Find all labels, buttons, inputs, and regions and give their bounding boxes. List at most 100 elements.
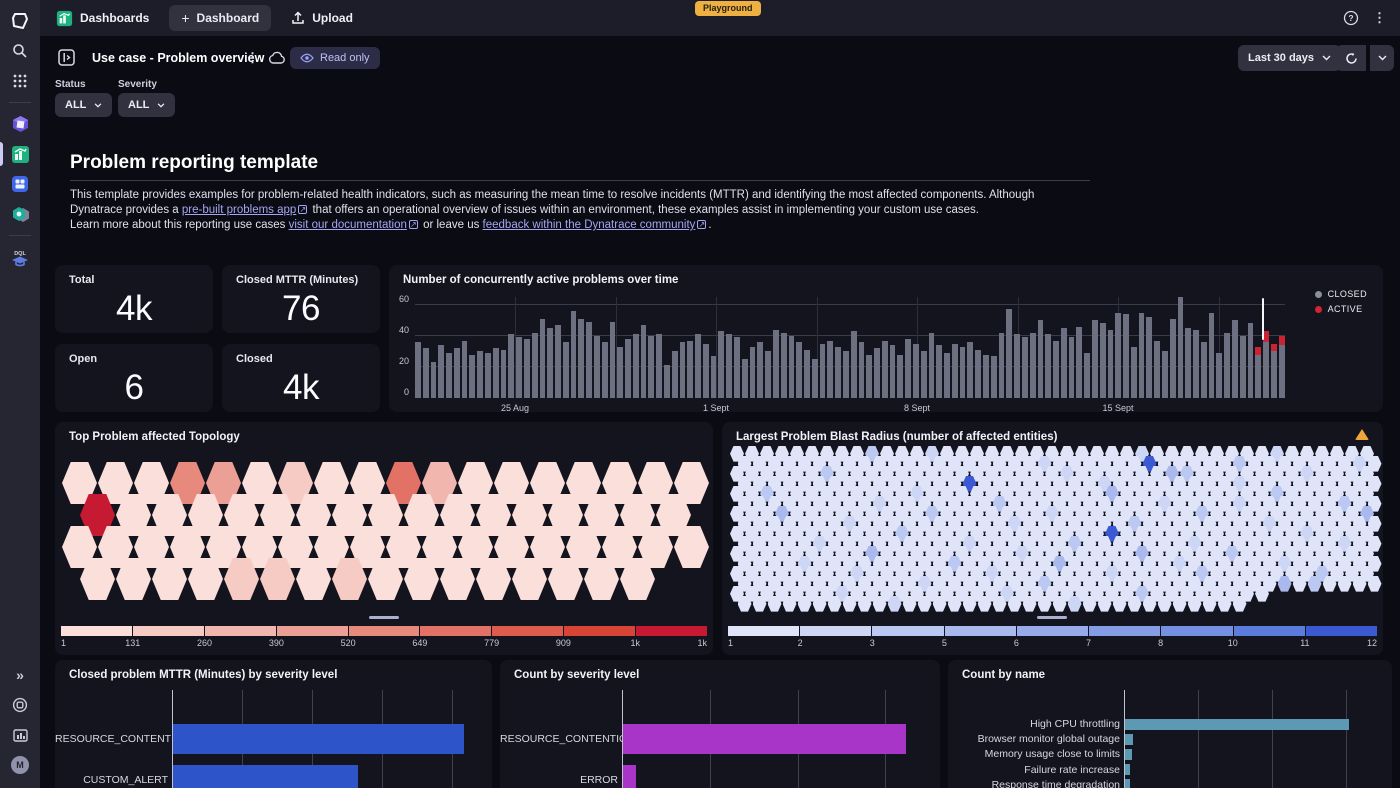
monitoring-status-icon[interactable]: [0, 720, 40, 750]
timeseries-bar[interactable]: [1154, 340, 1160, 398]
timeseries-bar[interactable]: [897, 354, 904, 398]
timeseries-bar[interactable]: [951, 343, 958, 398]
timeseries-bar[interactable]: [718, 331, 725, 398]
hexagon[interactable]: [368, 558, 403, 600]
bar-error[interactable]: [623, 765, 636, 788]
dynatrace-logo-icon[interactable]: [0, 6, 40, 36]
timeseries-bar[interactable]: [1014, 334, 1020, 398]
timeseries-bar[interactable]: [1247, 323, 1254, 398]
learn-dql-icon[interactable]: DQL: [0, 242, 40, 276]
timeseries-bar[interactable]: [990, 356, 997, 398]
timeseries-bar[interactable]: [1053, 340, 1059, 398]
timeseries-bar[interactable]: [547, 328, 554, 398]
timeseries-bar[interactable]: [430, 362, 437, 398]
timeseries-bar[interactable]: [500, 349, 507, 398]
timeseries-bar[interactable]: [1021, 337, 1028, 398]
hexagon[interactable]: [1112, 596, 1127, 612]
timeseries-bar[interactable]: [1091, 320, 1098, 398]
timeseries-bar[interactable]: [477, 351, 484, 398]
link-documentation[interactable]: visit our documentation: [288, 219, 407, 231]
hexagon[interactable]: [932, 596, 947, 612]
timeseries-bar[interactable]: [1232, 320, 1238, 398]
timeseries-bar[interactable]: [671, 351, 678, 398]
timeseries-bar[interactable]: [679, 342, 686, 398]
timeseries-bar[interactable]: [1162, 351, 1168, 398]
timeseries-bar[interactable]: [539, 318, 546, 398]
timeseries-bar[interactable]: [469, 354, 476, 398]
timeseries-bar[interactable]: [936, 345, 943, 398]
timeseries-bar[interactable]: [1263, 331, 1269, 398]
user-avatar[interactable]: M: [0, 750, 40, 780]
timeseries-bar[interactable]: [523, 338, 530, 398]
timeseries-bar[interactable]: [632, 334, 639, 398]
timeseries-bar[interactable]: [1278, 335, 1285, 398]
timeseries-bar[interactable]: [850, 331, 857, 398]
timeseries-bar[interactable]: [842, 351, 849, 398]
timeseries-bar[interactable]: [415, 342, 421, 398]
dashboards-app-breadcrumb[interactable]: Dashboards: [40, 0, 161, 36]
hexagon[interactable]: [1232, 596, 1247, 612]
hexagon[interactable]: [1007, 596, 1022, 612]
hexagon[interactable]: [80, 558, 115, 600]
time-cursor[interactable]: [1262, 298, 1264, 340]
timeseries-bar[interactable]: [1255, 346, 1262, 398]
tile-closed-mttr[interactable]: Closed MTTR (Minutes) 76: [222, 265, 380, 333]
timeseries-bar[interactable]: [1107, 329, 1114, 398]
hexagon[interactable]: [812, 596, 827, 612]
bar-custom-alert[interactable]: [173, 765, 358, 788]
timeseries-bar[interactable]: [664, 365, 670, 398]
hexagon[interactable]: [947, 596, 962, 612]
dashboard-options-kebab-icon[interactable]: ⋮: [246, 50, 259, 65]
hexagon[interactable]: [332, 558, 367, 600]
hexagon[interactable]: [1082, 596, 1097, 612]
timeseries-bar[interactable]: [944, 352, 950, 398]
timeseries-bar[interactable]: [1045, 334, 1052, 398]
hexagon[interactable]: [917, 596, 932, 612]
honeycomb-scroll-indicator[interactable]: [1037, 616, 1067, 619]
refresh-options-button[interactable]: [1370, 45, 1394, 71]
timeseries-bar[interactable]: [1193, 329, 1199, 398]
bar-browser-monitor-global-outage[interactable]: [1125, 733, 1133, 745]
time-range-selector[interactable]: Last 30 days: [1238, 45, 1342, 71]
bar-high-cpu-throttling[interactable]: [1125, 718, 1349, 730]
timeseries-bar[interactable]: [827, 340, 834, 398]
hexagon[interactable]: [1157, 596, 1172, 612]
timeseries-bar[interactable]: [1068, 337, 1075, 398]
tab-dashboard[interactable]: + Dashboard: [169, 5, 272, 31]
hexagon[interactable]: [404, 558, 439, 600]
tile-total[interactable]: Total 4k: [55, 265, 213, 333]
bar-resource-contention[interactable]: [173, 724, 465, 754]
hexagon[interactable]: [1037, 596, 1052, 612]
upload-button[interactable]: Upload: [279, 0, 365, 36]
hexagon[interactable]: [1322, 576, 1337, 592]
bar-memory-usage-close-to-limits[interactable]: [1125, 748, 1132, 760]
hexagon[interactable]: [887, 596, 902, 612]
legend-item-active[interactable]: ACTIVE: [1314, 304, 1367, 314]
hexagon[interactable]: [872, 596, 887, 612]
timeseries-bar[interactable]: [796, 342, 803, 398]
timeseries-bar[interactable]: [531, 332, 538, 398]
hexagon[interactable]: [977, 596, 992, 612]
timeseries-bar[interactable]: [687, 340, 694, 398]
sidebar-app-extensions-icon[interactable]: [0, 169, 40, 199]
timeseries-bar[interactable]: [1115, 312, 1122, 398]
filter-status-dropdown[interactable]: ALL: [55, 93, 113, 117]
hexagon[interactable]: [1187, 596, 1202, 612]
timeseries-bar[interactable]: [889, 345, 896, 398]
hexagon[interactable]: [902, 596, 917, 612]
hexagon[interactable]: [1277, 576, 1292, 592]
timeseries-bar[interactable]: [1076, 326, 1083, 398]
hexagon[interactable]: [752, 596, 767, 612]
timeseries-bar[interactable]: [1200, 342, 1207, 398]
timeseries-bar[interactable]: [1099, 323, 1106, 398]
timeseries-bar[interactable]: [788, 335, 795, 398]
bar-failure-rate-increase[interactable]: [1125, 764, 1131, 776]
hexagon[interactable]: [1127, 596, 1142, 612]
timeseries-bar[interactable]: [648, 335, 655, 398]
hexagon[interactable]: [1307, 576, 1322, 592]
timeseries-bar[interactable]: [656, 334, 662, 398]
timeseries-bar[interactable]: [555, 324, 561, 398]
hexagon[interactable]: [1067, 596, 1082, 612]
timeseries-bar[interactable]: [1123, 314, 1129, 398]
hexagon[interactable]: [1217, 596, 1232, 612]
